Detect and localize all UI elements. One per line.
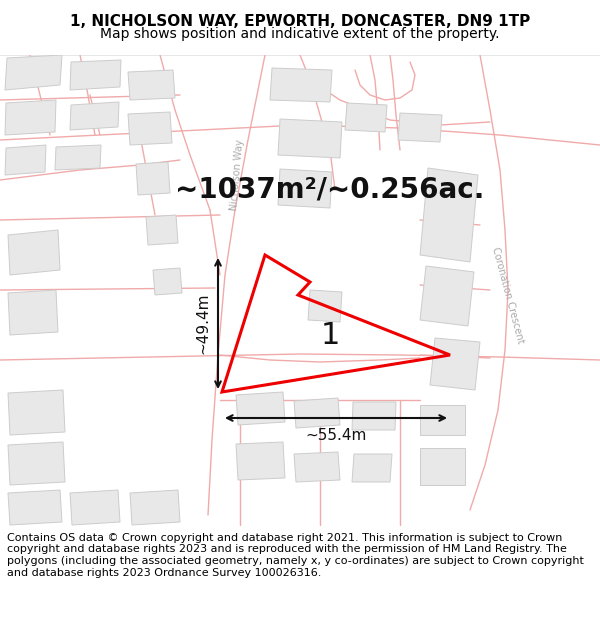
Polygon shape — [128, 70, 175, 100]
Polygon shape — [308, 290, 342, 322]
Polygon shape — [8, 442, 65, 485]
Polygon shape — [420, 405, 465, 435]
Polygon shape — [5, 145, 46, 175]
Polygon shape — [236, 392, 285, 425]
Polygon shape — [294, 452, 340, 482]
Text: 1, NICHOLSON WAY, EPWORTH, DONCASTER, DN9 1TP: 1, NICHOLSON WAY, EPWORTH, DONCASTER, DN… — [70, 14, 530, 29]
Polygon shape — [430, 338, 480, 390]
Polygon shape — [278, 169, 332, 208]
Polygon shape — [5, 55, 62, 90]
Text: ~1037m²/~0.256ac.: ~1037m²/~0.256ac. — [175, 176, 485, 204]
Polygon shape — [270, 68, 332, 102]
Text: 1: 1 — [320, 321, 340, 349]
Polygon shape — [70, 490, 120, 525]
Text: Map shows position and indicative extent of the property.: Map shows position and indicative extent… — [100, 28, 500, 41]
Polygon shape — [8, 490, 62, 525]
Polygon shape — [352, 454, 392, 482]
Polygon shape — [398, 113, 442, 142]
Polygon shape — [5, 100, 56, 135]
Polygon shape — [278, 119, 342, 158]
Polygon shape — [8, 230, 60, 275]
Text: Coronation Crescent: Coronation Crescent — [490, 246, 526, 344]
Polygon shape — [352, 402, 396, 430]
Polygon shape — [70, 102, 119, 130]
Text: ~55.4m: ~55.4m — [305, 428, 367, 443]
Polygon shape — [345, 103, 387, 132]
Polygon shape — [294, 398, 340, 428]
Polygon shape — [70, 60, 121, 90]
Polygon shape — [420, 448, 465, 485]
Polygon shape — [420, 168, 478, 262]
Polygon shape — [136, 162, 170, 195]
Polygon shape — [130, 490, 180, 525]
Text: ~49.4m: ~49.4m — [195, 292, 210, 354]
Text: Nicholson Way: Nicholson Way — [229, 139, 245, 211]
Polygon shape — [153, 268, 182, 295]
Polygon shape — [420, 266, 474, 326]
Text: Contains OS data © Crown copyright and database right 2021. This information is : Contains OS data © Crown copyright and d… — [7, 533, 584, 578]
Polygon shape — [128, 112, 172, 145]
Polygon shape — [8, 390, 65, 435]
Polygon shape — [55, 145, 101, 170]
Polygon shape — [146, 215, 178, 245]
Polygon shape — [8, 290, 58, 335]
Polygon shape — [236, 442, 285, 480]
